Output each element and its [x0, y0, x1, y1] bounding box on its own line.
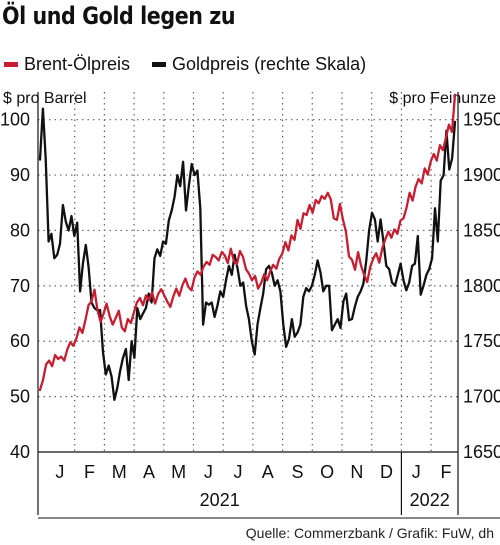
right-tick-label: 1700	[463, 387, 500, 407]
source-credit: Quelle: Commerzbank / Grafik: FuW, dh	[245, 525, 494, 541]
month-label: A	[262, 462, 274, 482]
legend-swatch-oil	[4, 62, 18, 67]
month-label: M	[112, 462, 127, 482]
left-tick-label: 100	[0, 110, 30, 130]
right-tick-label: 1950	[463, 110, 500, 130]
series-line-gold	[38, 107, 457, 402]
legend-item-oil: Brent-Ölpreis	[4, 54, 130, 75]
left-tick-label: 90	[10, 165, 30, 185]
left-tick-label: 60	[10, 331, 30, 351]
right-tick-label: 1800	[463, 276, 500, 296]
left-tick-label: 50	[10, 387, 30, 407]
year-label-2021: 2021	[200, 490, 240, 510]
left-axis-title: $ pro Barrel	[3, 90, 87, 107]
month-label: J	[55, 462, 64, 482]
right-tick-label: 1900	[463, 165, 500, 185]
legend-item-gold: Goldpreis (rechte Skala)	[152, 54, 366, 75]
month-label: A	[143, 462, 155, 482]
right-tick-label: 1750	[463, 331, 500, 351]
year-label-2022: 2022	[410, 490, 450, 510]
month-label: J	[234, 462, 243, 482]
month-label: O	[320, 462, 334, 482]
chart-title: Öl und Gold legen zu	[2, 2, 236, 30]
legend: Brent-Ölpreis Goldpreis (rechte Skala)	[4, 54, 388, 75]
month-label: J	[204, 462, 213, 482]
month-label: J	[412, 462, 421, 482]
series-line-oil	[38, 93, 457, 392]
month-label: F	[84, 462, 95, 482]
month-label: D	[380, 462, 393, 482]
left-tick-label: 80	[10, 220, 30, 240]
month-label: F	[440, 462, 451, 482]
legend-swatch-gold	[152, 62, 167, 67]
legend-label-oil: Brent-Ölpreis	[24, 54, 131, 74]
month-label: M	[171, 462, 186, 482]
right-axis-title: $ pro Feinunze	[389, 90, 496, 107]
left-tick-label: 40	[10, 442, 30, 462]
month-label: N	[350, 462, 363, 482]
right-tick-label: 1650	[463, 442, 500, 462]
legend-label-gold: Goldpreis (rechte Skala)	[172, 54, 367, 74]
month-label: S	[291, 462, 303, 482]
left-tick-label: 70	[10, 276, 30, 296]
right-tick-label: 1850	[463, 220, 500, 240]
